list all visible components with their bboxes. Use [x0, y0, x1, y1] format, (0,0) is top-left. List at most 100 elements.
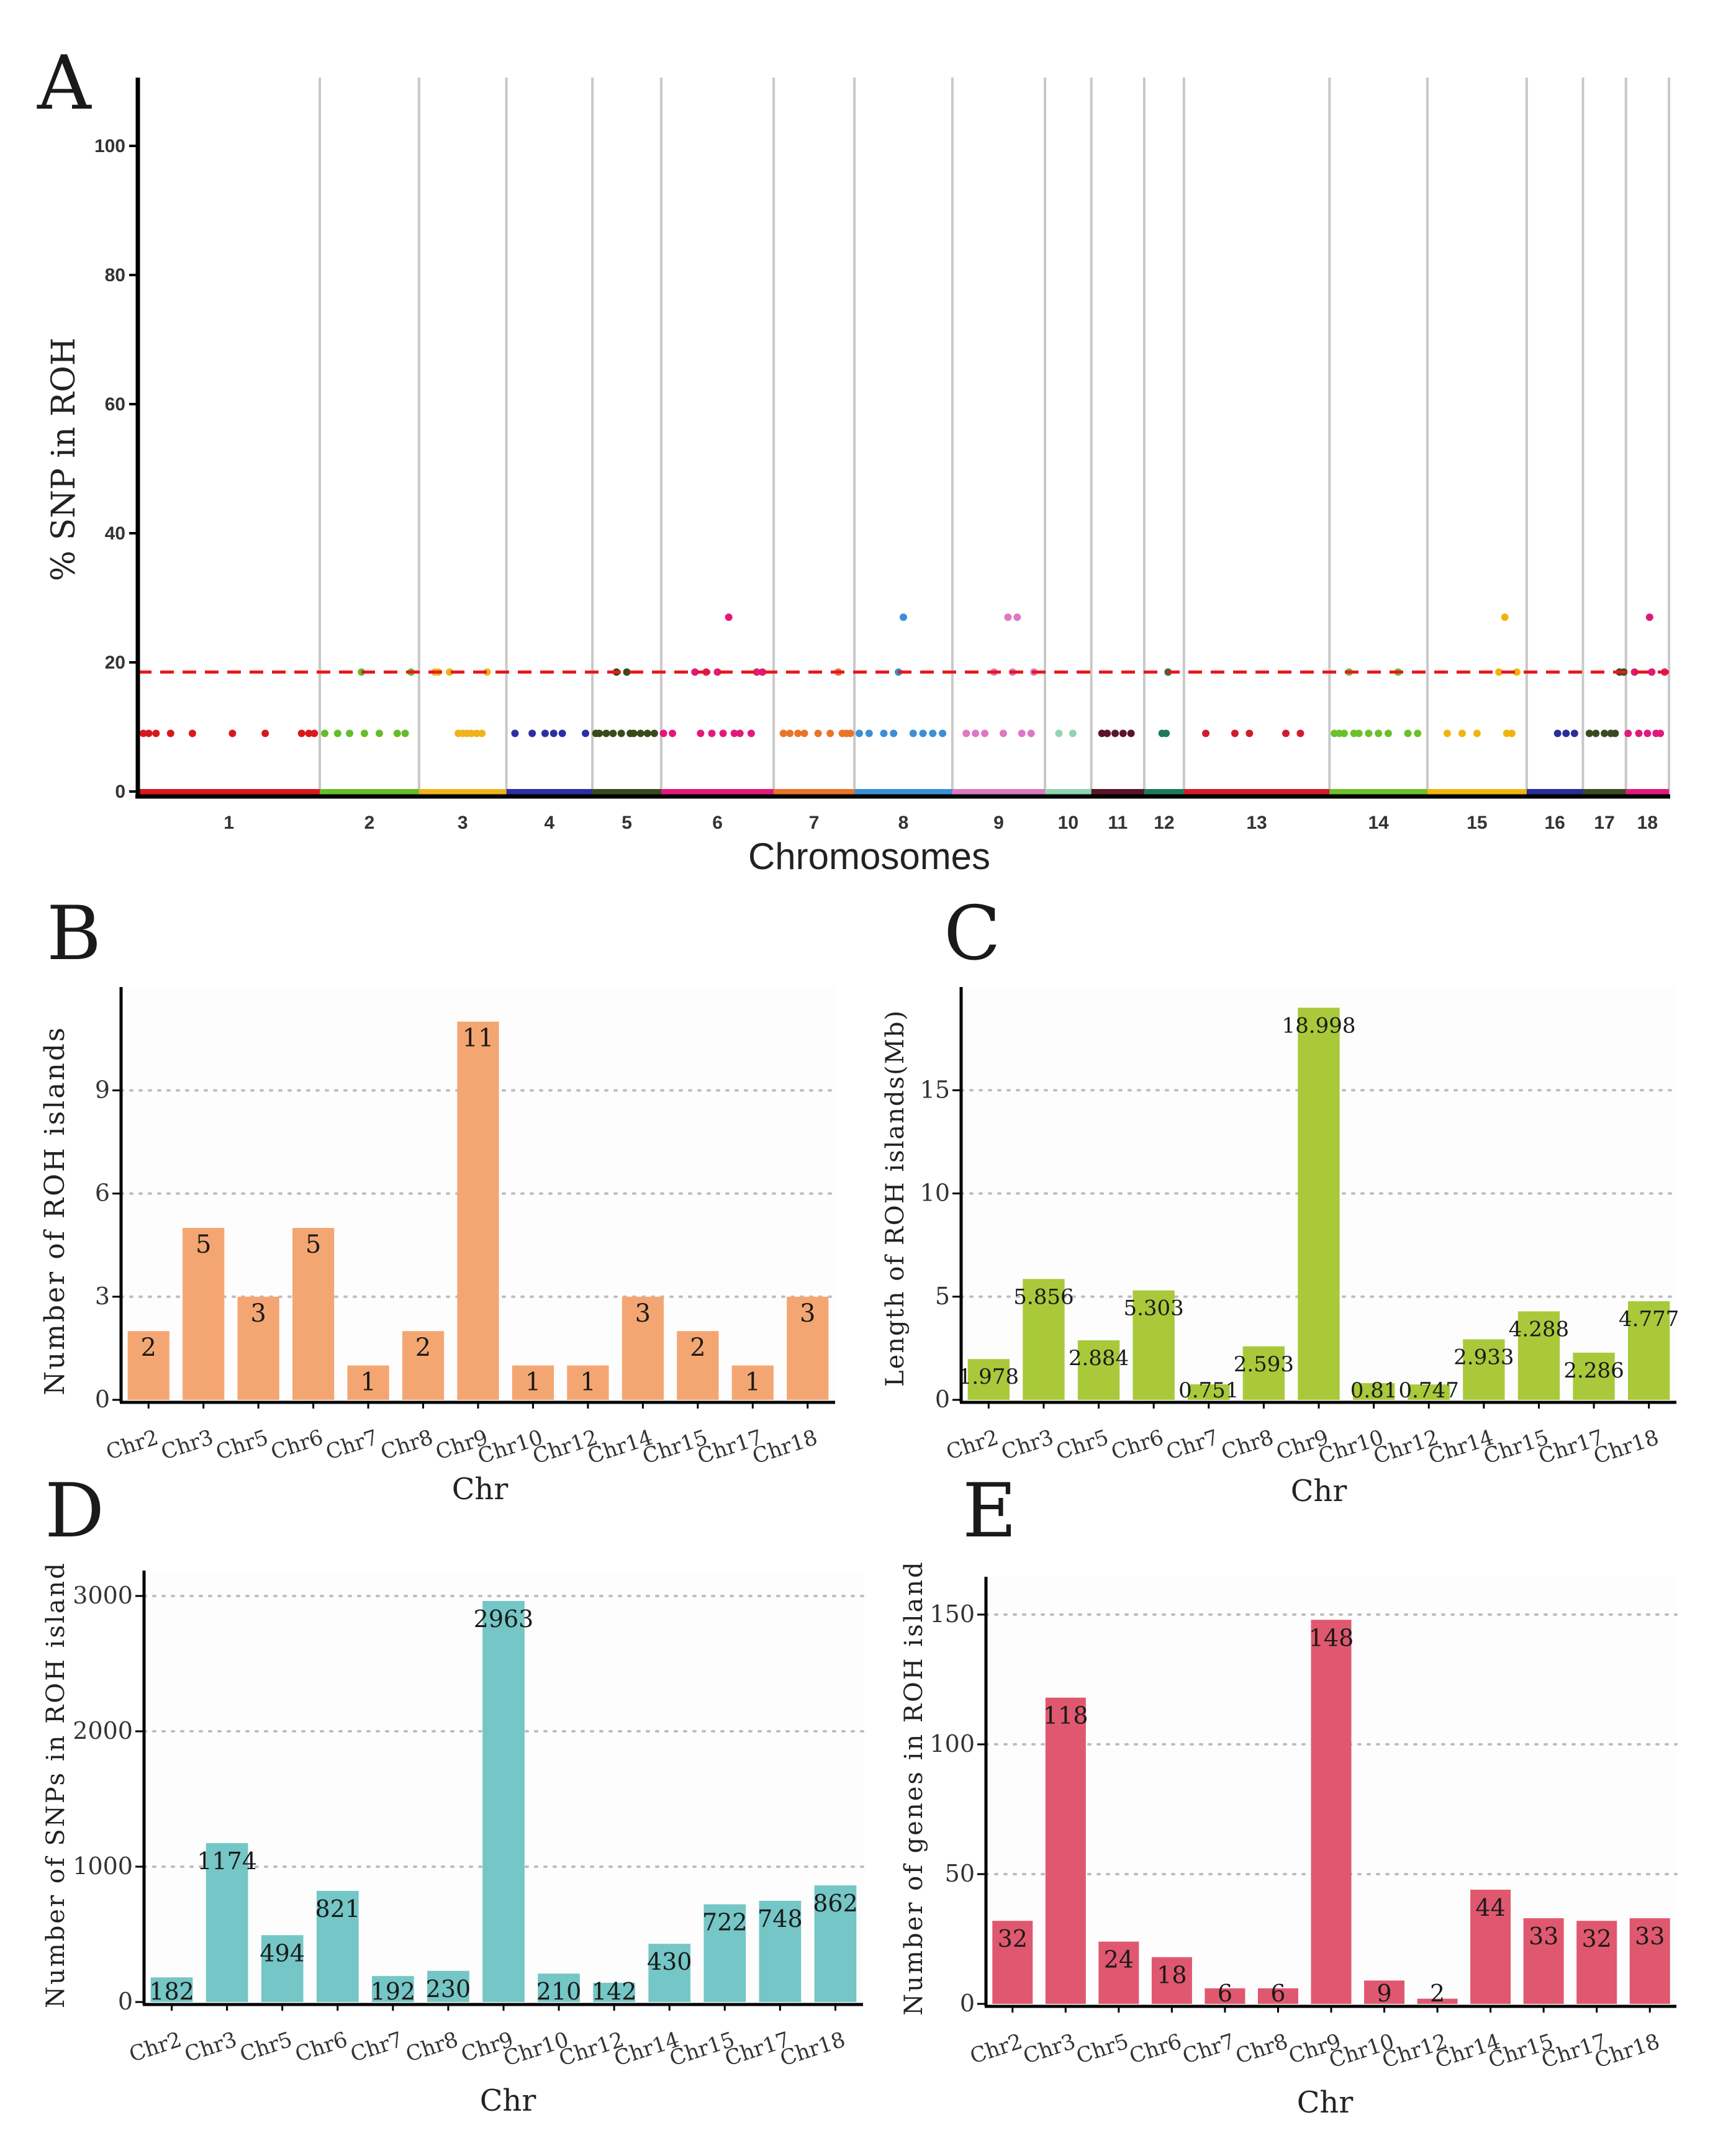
snp-point	[747, 729, 755, 737]
bar-value-label: 1	[525, 1368, 541, 1397]
bar-value-label: 118	[1043, 1702, 1088, 1729]
panel-b-y-axis-title: Number of ROH islands	[39, 1026, 71, 1395]
bar	[1257, 1988, 1298, 2004]
x-tick-label: 3	[458, 813, 468, 833]
snp-point	[1404, 729, 1412, 737]
y-tick-label: 20	[105, 652, 125, 673]
bar	[622, 1296, 664, 1400]
bar	[371, 1976, 414, 2002]
bar-value-label: 32	[1582, 1925, 1612, 1952]
snp-point	[541, 729, 549, 737]
snp-point	[478, 729, 486, 737]
snp-point	[602, 729, 610, 737]
snp-point	[1657, 729, 1665, 737]
snp-point	[779, 729, 787, 737]
y-tick-label: 0	[960, 1990, 975, 2017]
snp-point	[890, 729, 898, 737]
snp-point	[1027, 729, 1035, 737]
bar-value-label: 5	[196, 1230, 211, 1259]
snp-point	[846, 729, 854, 737]
bar-value-label: 33	[1635, 1923, 1665, 1950]
bar	[1188, 1384, 1230, 1400]
x-tick-label: 8	[898, 813, 909, 833]
y-tick-label: 0	[118, 1988, 133, 2015]
x-tick-label: 2	[364, 813, 375, 833]
bar-value-label: 230	[426, 1975, 471, 2003]
y-tick-label: 60	[105, 394, 125, 415]
snp-point	[1495, 668, 1503, 676]
snp-point	[558, 729, 566, 737]
bar-value-label: 4.288	[1509, 1317, 1569, 1342]
bar-value-label: 33	[1529, 1923, 1558, 1950]
snp-point	[1098, 729, 1106, 737]
y-tick-label: 2000	[73, 1717, 133, 1744]
panel-a-x-ticks: 1 2 3 4 5 6 7 8 9 10 11 12 13 14 15 16 17 18	[224, 813, 1658, 833]
y-tick-label: 3000	[73, 1582, 133, 1609]
x-tick-label: 16	[1544, 813, 1565, 833]
panel-letter-d: D	[45, 1468, 104, 1554]
snp-point	[188, 729, 196, 737]
snp-point	[483, 668, 491, 676]
y-tick-label: 100	[94, 136, 125, 156]
snp-point	[1018, 729, 1026, 737]
snp-point	[1111, 729, 1119, 737]
snp-point	[139, 729, 147, 737]
snp-point	[1103, 729, 1111, 737]
bar-value-label: 2	[1430, 1980, 1445, 2007]
snp-point	[900, 613, 907, 621]
snp-point	[880, 729, 888, 737]
bar	[183, 1228, 225, 1400]
snp-point	[730, 729, 738, 737]
snp-point	[1340, 729, 1348, 737]
snp-point	[1231, 729, 1239, 737]
panel-letter-a: A	[37, 40, 92, 127]
y-tick-label: 40	[105, 523, 125, 544]
bar	[1098, 1941, 1139, 2004]
x-tick-label: 7	[809, 813, 820, 833]
panel-d-plot: 182Chr21174Chr3494Chr5821Chr6192Chr7230C…	[73, 1571, 864, 2072]
x-tick-label: 11	[1108, 813, 1128, 833]
snp-point	[468, 729, 476, 737]
snp-point	[472, 729, 481, 737]
bar-value-label: 748	[757, 1905, 803, 1932]
snp-point	[1375, 729, 1383, 737]
snp-point	[759, 668, 767, 676]
snp-point	[228, 729, 237, 737]
y-tick-label: 3	[95, 1283, 110, 1310]
bar	[1408, 1384, 1450, 1400]
bar	[1517, 1311, 1560, 1400]
snp-point	[929, 729, 937, 737]
snp-point	[595, 729, 604, 737]
bar	[677, 1331, 719, 1400]
bar-value-label: 44	[1475, 1894, 1505, 1921]
snp-point	[609, 729, 617, 737]
x-tick-label: 12	[1154, 813, 1174, 833]
bar	[1576, 1921, 1617, 2004]
panel-b-bar-chart: B 2Chr25Chr33Chr55Chr61Chr72Chr811Chr91C…	[39, 891, 836, 1507]
snp-point	[1473, 729, 1481, 737]
x-tick-label: 9	[993, 813, 1004, 833]
bar	[237, 1296, 279, 1400]
panel-a-y-ticks: 0 20 40 60 80 100	[94, 136, 138, 802]
snp-point	[261, 729, 269, 737]
bar	[1364, 1980, 1405, 2004]
bar-value-label: 3	[250, 1299, 266, 1328]
snp-point	[1443, 729, 1451, 737]
snp-point	[1611, 729, 1619, 737]
snp-point	[800, 729, 808, 737]
bar-value-label: 0.81	[1350, 1378, 1398, 1403]
y-tick-label: 150	[929, 1600, 975, 1628]
bar-value-label: 11	[463, 1024, 494, 1053]
bar-value-label: 3	[635, 1299, 651, 1328]
bar	[1573, 1352, 1615, 1400]
snp-point	[826, 729, 834, 737]
bar	[512, 1365, 554, 1400]
snp-point	[623, 668, 631, 676]
snp-point	[725, 613, 733, 621]
bar-value-label: 0.751	[1178, 1378, 1239, 1403]
bar	[703, 1904, 746, 2002]
snp-point	[1013, 613, 1021, 621]
snp-point	[321, 729, 329, 737]
bar	[1463, 1339, 1505, 1400]
snp-point	[786, 729, 794, 737]
